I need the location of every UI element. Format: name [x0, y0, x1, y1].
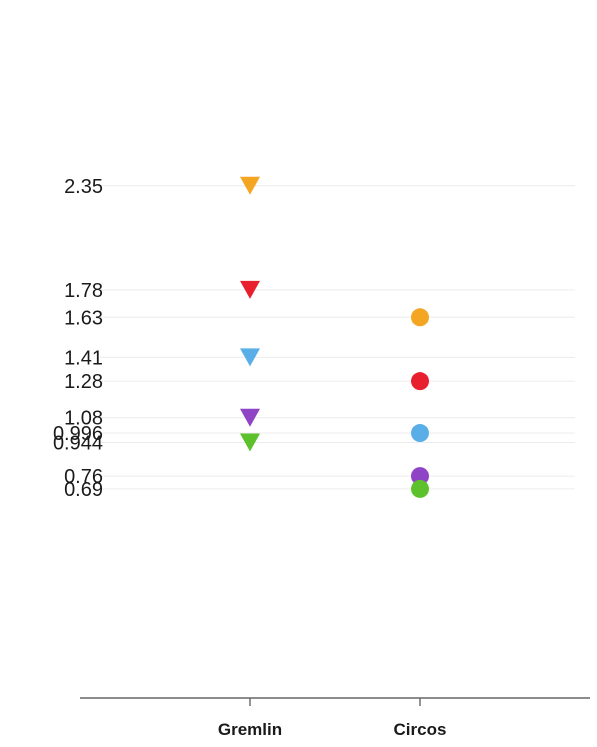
y-tick-label: 1.28 — [64, 371, 103, 393]
y-tick-label: 0.69 — [64, 479, 103, 501]
y-tick-label: 2.35 — [64, 176, 103, 198]
y-tick-label: 1.63 — [64, 307, 103, 329]
y-tick-label: 1.78 — [64, 280, 103, 302]
x-axis: Gremlin Circos — [80, 697, 590, 739]
gridlines — [100, 185, 575, 490]
y-tick-label: 0.996 — [53, 423, 103, 445]
gremlin-triangle-marker-1.78 — [240, 280, 260, 299]
x-category-label-circos: Circos — [394, 720, 447, 739]
gremlin-triangle-marker-1.41 — [240, 348, 260, 367]
y-tick-label: 1.08 — [64, 408, 103, 430]
gremlin-triangle-marker-2.35 — [240, 176, 260, 195]
y-tick-label: 0.76 — [64, 466, 103, 488]
circos-circle-marker-0.996 — [411, 424, 429, 443]
y-tick-labels: 2.35 1.78 1.41 1.08 0.944 1.63 1.28 0.996 0.760.… — [53, 176, 103, 501]
x-category-label-gremlin: Gremlin — [218, 720, 282, 739]
circos-circle-marker-1.28 — [411, 372, 429, 391]
circos-circle-marker-0.69 — [411, 479, 429, 498]
data-markers — [240, 176, 429, 498]
y-tick-label: 0.944 — [53, 433, 103, 455]
y-tick-label: 1.41 — [64, 347, 103, 369]
circos-circle-marker-1.63 — [411, 308, 429, 327]
gremlin-triangle-marker-1.08 — [240, 408, 260, 427]
circos-circle-marker-0.76 — [411, 467, 429, 486]
gremlin-triangle-marker-0.944 — [240, 433, 260, 452]
